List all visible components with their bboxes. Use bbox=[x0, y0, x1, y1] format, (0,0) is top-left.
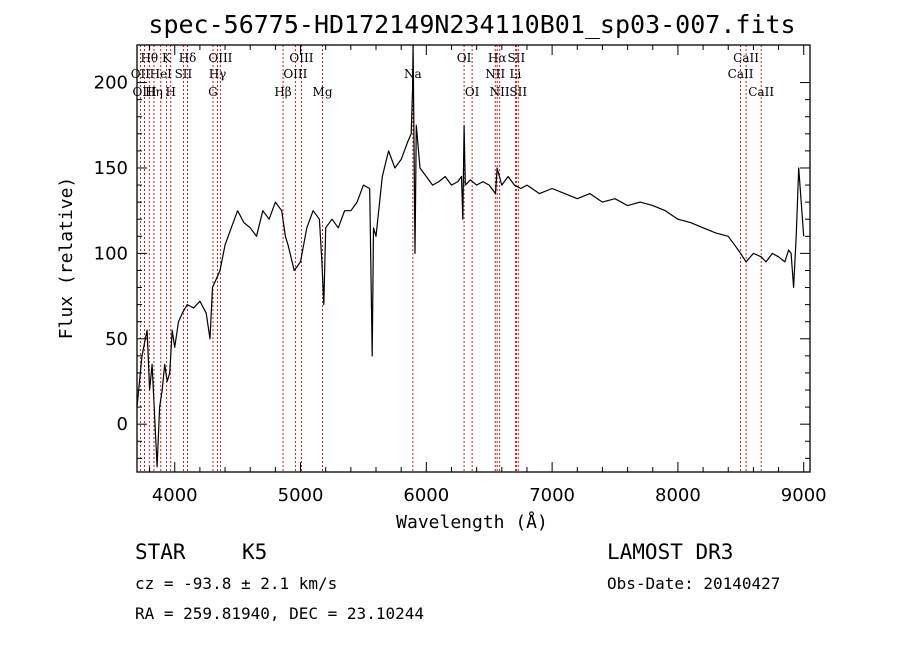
line-marker-label: G bbox=[208, 85, 218, 99]
line-marker-label: OIII bbox=[208, 51, 232, 65]
line-marker-label: Mg bbox=[313, 85, 333, 99]
line-marker-label: Hθ bbox=[140, 51, 158, 65]
line-marker-label: OI bbox=[465, 85, 480, 99]
sky-coordinates: RA = 259.81940, DEC = 23.10244 bbox=[135, 604, 424, 623]
line-marker-label: CaII bbox=[748, 85, 774, 99]
x-axis-ticks: 4000 5000 6000 7000 8000 9000 bbox=[149, 45, 827, 506]
y-axis-ticks: 0 50 100 150 200 bbox=[94, 73, 810, 459]
chart-title: spec-56775-HD172149N234110B01_sp03-007.f… bbox=[148, 10, 795, 39]
line-marker-label: H bbox=[165, 85, 175, 99]
y-tick-label: 200 bbox=[94, 73, 128, 94]
line-marker-label: K bbox=[162, 51, 172, 65]
plot-frame bbox=[136, 44, 811, 473]
line-marker-label: Hδ bbox=[179, 51, 197, 65]
line-marker-label: OI bbox=[457, 51, 472, 65]
line-marker-label: Hγ bbox=[209, 67, 227, 81]
object-subclass: K5 bbox=[242, 540, 267, 564]
object-class: STAR bbox=[135, 540, 186, 564]
y-tick-label: 100 bbox=[94, 243, 128, 264]
observation-date: Obs-Date: 20140427 bbox=[607, 574, 780, 593]
x-axis-label: Wavelength (Å) bbox=[396, 511, 548, 533]
y-tick-label: 50 bbox=[105, 329, 128, 350]
y-axis-label: Flux (relative) bbox=[56, 177, 77, 340]
line-marker-label: SII bbox=[509, 85, 527, 99]
x-tick-label: 4000 bbox=[152, 485, 198, 506]
x-tick-label: 7000 bbox=[529, 485, 575, 506]
redshift-value: cz = -93.8 ± 2.1 km/s bbox=[135, 574, 337, 593]
line-marker-label: SII bbox=[508, 51, 526, 65]
line-marker-label: CaII bbox=[733, 51, 759, 65]
y-tick-label: 150 bbox=[94, 158, 128, 179]
line-marker-label: NII bbox=[490, 85, 510, 99]
line-marker-label: OIII bbox=[133, 85, 157, 99]
line-marker-label: HeI bbox=[150, 67, 173, 81]
line-marker-label: NII bbox=[485, 67, 505, 81]
line-marker-label: OIII bbox=[289, 51, 313, 65]
line-marker-label: OIII bbox=[283, 67, 307, 81]
x-tick-label: 5000 bbox=[278, 485, 324, 506]
survey-name: LAMOST DR3 bbox=[607, 540, 733, 564]
y-tick-label: 0 bbox=[117, 414, 128, 435]
line-marker-label: OII bbox=[131, 67, 151, 81]
spectrum-line bbox=[136, 44, 805, 468]
line-marker-label: Hα bbox=[488, 51, 507, 65]
line-marker-label: Hβ bbox=[274, 85, 291, 99]
line-marker-label: Hη bbox=[145, 85, 163, 99]
x-tick-label: 8000 bbox=[655, 485, 701, 506]
x-tick-label: 9000 bbox=[781, 485, 827, 506]
line-marker-label: Li bbox=[509, 67, 521, 81]
line-marker-label: CaII bbox=[728, 67, 754, 81]
x-tick-label: 6000 bbox=[403, 485, 449, 506]
line-marker-label: SII bbox=[175, 67, 193, 81]
spectral-line-markers: Hθ OII OIII K HeI Hη H Hδ SII OIII Hγ G Hβ OIII OIII Mg… bbox=[131, 45, 774, 472]
